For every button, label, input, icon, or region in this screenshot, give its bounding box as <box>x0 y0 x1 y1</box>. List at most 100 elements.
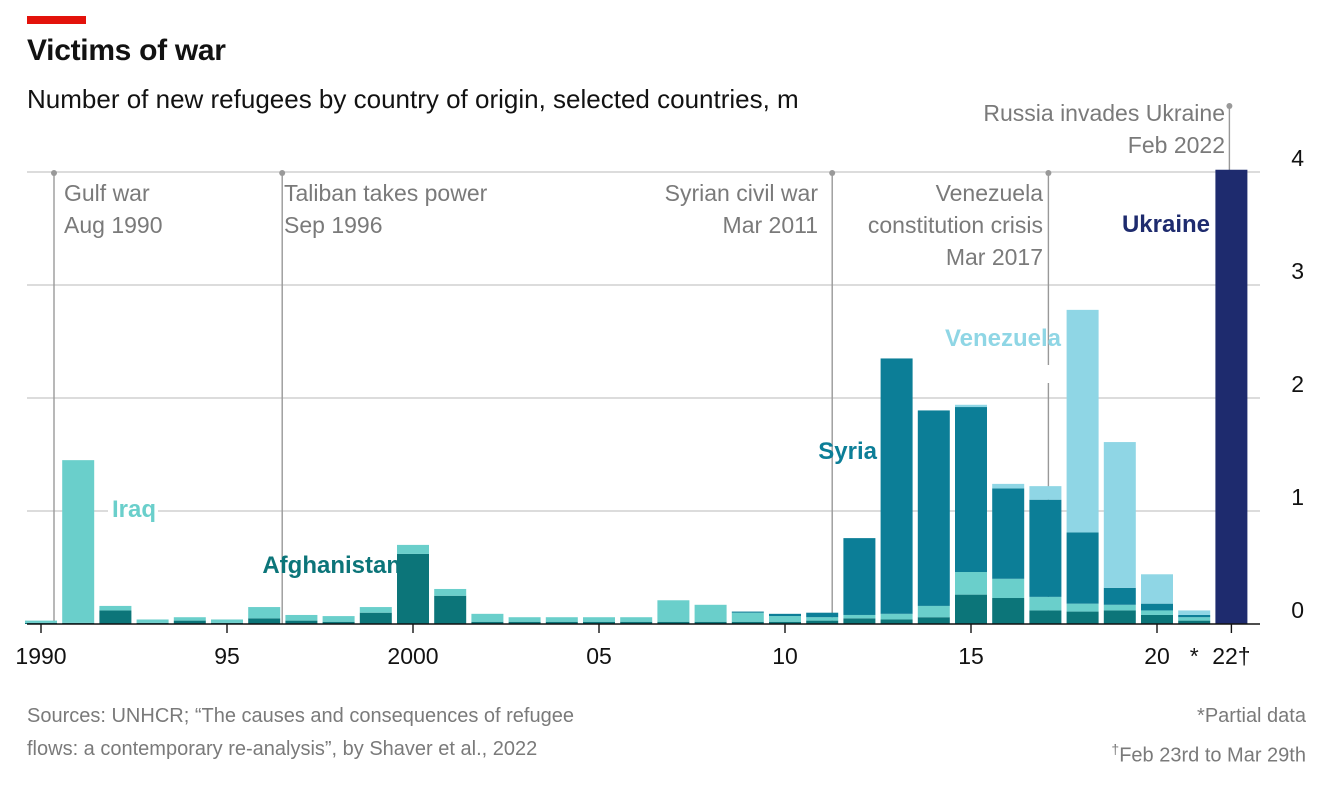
bar-afghanistan-1992 <box>99 610 132 624</box>
series-label-afghanistan: Afghanistan <box>262 552 401 579</box>
date-range-text: Feb 23rd to Mar 29th <box>1119 744 1306 767</box>
bar-ukraine-2022 <box>1215 169 1248 625</box>
series-labels: Iraq Afghanistan Syria Venezuela Ukraine <box>108 211 1210 579</box>
annotation-text-2017-2: constitution crisis <box>868 212 1043 238</box>
bar-afghanistan-2020 <box>1141 614 1173 624</box>
chart-title: Victims of war <box>27 34 226 67</box>
bar-afghanistan-2017 <box>1029 610 1062 624</box>
annotation-text-2017-3: Mar 2017 <box>946 244 1043 270</box>
bar-iraq-2018 <box>1066 603 1099 612</box>
annotation-dot-1990 <box>51 170 57 176</box>
series-label-venezuela: Venezuela <box>945 325 1062 352</box>
x-tick-label-1990: 1990 <box>15 643 66 669</box>
bar-afghanistan-2016 <box>992 598 1025 624</box>
bar-syria-2009 <box>731 611 764 613</box>
y-tick-label-0: 0 <box>1291 597 1304 623</box>
bar-iraq-2000 <box>397 544 429 554</box>
bar-afghanistan-1998 <box>322 621 355 624</box>
source-line-2: flows: a contemporary re-analysis”, by S… <box>27 738 538 760</box>
brand-red-bar <box>27 16 86 24</box>
bar-afghanistan-1994 <box>173 620 206 624</box>
annotation-text-2022-2: Feb 2022 <box>1128 132 1225 158</box>
annotation-text-2011-1: Syrian civil war <box>665 180 819 206</box>
bar-afghanistan-2021 <box>1178 620 1211 624</box>
bar-afghanistan-2013 <box>880 619 913 624</box>
bar-iraq-1998 <box>322 616 355 622</box>
bar-syria-2017 <box>1029 499 1062 597</box>
bar-iraq-2011 <box>806 617 839 621</box>
x-tick-label-2021: * <box>1190 643 1199 669</box>
bar-iraq-2008 <box>694 604 727 622</box>
bars <box>25 169 1248 625</box>
bar-venezuela-2018 <box>1066 309 1099 533</box>
bar-iraq-2013 <box>880 613 913 620</box>
bar-iraq-2017 <box>1029 596 1062 611</box>
y-tick-label-4: 4 <box>1291 145 1304 171</box>
bar-venezuela-2015 <box>955 404 987 408</box>
annotation-text-2022-1: Russia invades Ukraine <box>983 100 1225 126</box>
bar-afghanistan-2019 <box>1103 610 1136 624</box>
annotation-text-2017-1: Venezuela <box>936 180 1044 206</box>
bar-iraq-1994 <box>173 617 206 621</box>
gridlines <box>27 171 1260 512</box>
bar-iraq-2021 <box>1178 617 1211 621</box>
bar-afghanistan-2003 <box>508 621 541 624</box>
bar-iraq-1992 <box>99 605 132 611</box>
bar-iraq-1996 <box>248 607 281 619</box>
x-tick-label-2022: 22† <box>1212 643 1250 669</box>
bar-syria-2018 <box>1066 532 1099 604</box>
bar-iraq-1999 <box>359 607 392 613</box>
axes: 0 1 2 3 4 1990 95 2000 05 10 15 20 * 22† <box>15 145 1304 669</box>
bar-syria-2011 <box>806 612 839 618</box>
footnotes: *Partial data †Feb 23rd to Mar 29th <box>1111 700 1306 773</box>
x-tick-label-2010: 10 <box>772 643 798 669</box>
annotation-texts: Gulf war Aug 1990 Taliban takes power Sep 1… <box>64 100 1225 270</box>
bar-iraq-1990 <box>25 620 57 623</box>
x-tick-label-2005: 05 <box>586 643 612 669</box>
annotation-text-1990-2: Aug 1990 <box>64 212 162 238</box>
annotation-dot-2022 <box>1226 103 1233 109</box>
bar-syria-2019 <box>1103 587 1136 605</box>
annotation-dot-1996 <box>279 170 286 176</box>
dagger-mark: † <box>1111 741 1120 757</box>
bar-iraq-2020 <box>1141 610 1173 615</box>
bar-iraq-1995 <box>211 619 243 623</box>
bar-syria-2021 <box>1178 614 1211 618</box>
bar-iraq-2015 <box>955 572 987 595</box>
date-range-note: †Feb 23rd to Mar 29th <box>1111 733 1306 773</box>
bar-afghanistan-2005 <box>583 621 615 624</box>
bar-iraq-2019 <box>1103 604 1136 611</box>
bar-iraq-2016 <box>992 578 1025 599</box>
annotation-text-1996-1: Taliban takes power <box>284 180 488 206</box>
bar-afghanistan-2010 <box>769 621 801 624</box>
source-line-1: Sources: UNHCR; “The causes and conseque… <box>27 705 574 727</box>
bar-afghanistan-2006 <box>620 621 653 624</box>
bar-iraq-2007 <box>657 600 690 622</box>
bar-iraq-2002 <box>471 613 504 622</box>
x-tick-label-2020: 20 <box>1144 643 1170 669</box>
bar-iraq-2003 <box>508 617 541 622</box>
bar-iraq-2005 <box>583 617 615 622</box>
bar-afghanistan-2012 <box>843 618 876 624</box>
x-tick-label-2015: 15 <box>958 643 984 669</box>
annotation-dot-2017 <box>1045 170 1052 176</box>
bar-afghanistan-2007 <box>657 621 690 624</box>
bar-syria-2013 <box>880 358 913 614</box>
y-tick-label-1: 1 <box>1291 484 1304 510</box>
bar-afghanistan-2015 <box>955 594 987 624</box>
series-label-iraq: Iraq <box>112 496 156 523</box>
bar-syria-2015 <box>955 407 987 573</box>
bar-afghanistan-1999 <box>359 612 392 624</box>
bar-iraq-2009 <box>731 612 764 622</box>
bar-venezuela-2020 <box>1141 574 1173 604</box>
bar-afghanistan-2000 <box>397 553 429 624</box>
bar-iraq-1993 <box>136 619 169 623</box>
bar-syria-2016 <box>992 488 1025 579</box>
bar-afghanistan-2011 <box>806 620 839 624</box>
bar-afghanistan-2014 <box>917 617 950 624</box>
annotation-text-1996-2: Sep 1996 <box>284 212 382 238</box>
bar-iraq-2001 <box>434 588 467 596</box>
y-tick-label-3: 3 <box>1291 258 1304 284</box>
bar-afghanistan-2001 <box>434 595 467 624</box>
bar-iraq-2006 <box>620 617 653 622</box>
